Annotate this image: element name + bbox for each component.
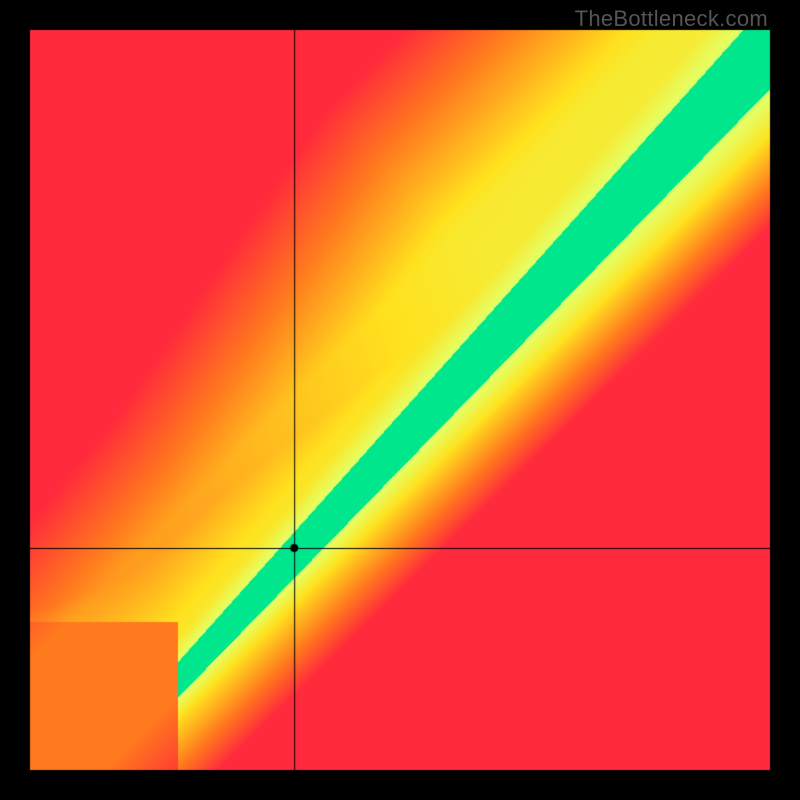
chart-container: TheBottleneck.com bbox=[0, 0, 800, 800]
watermark-text: TheBottleneck.com bbox=[575, 6, 768, 32]
bottleneck-heatmap bbox=[0, 0, 800, 800]
